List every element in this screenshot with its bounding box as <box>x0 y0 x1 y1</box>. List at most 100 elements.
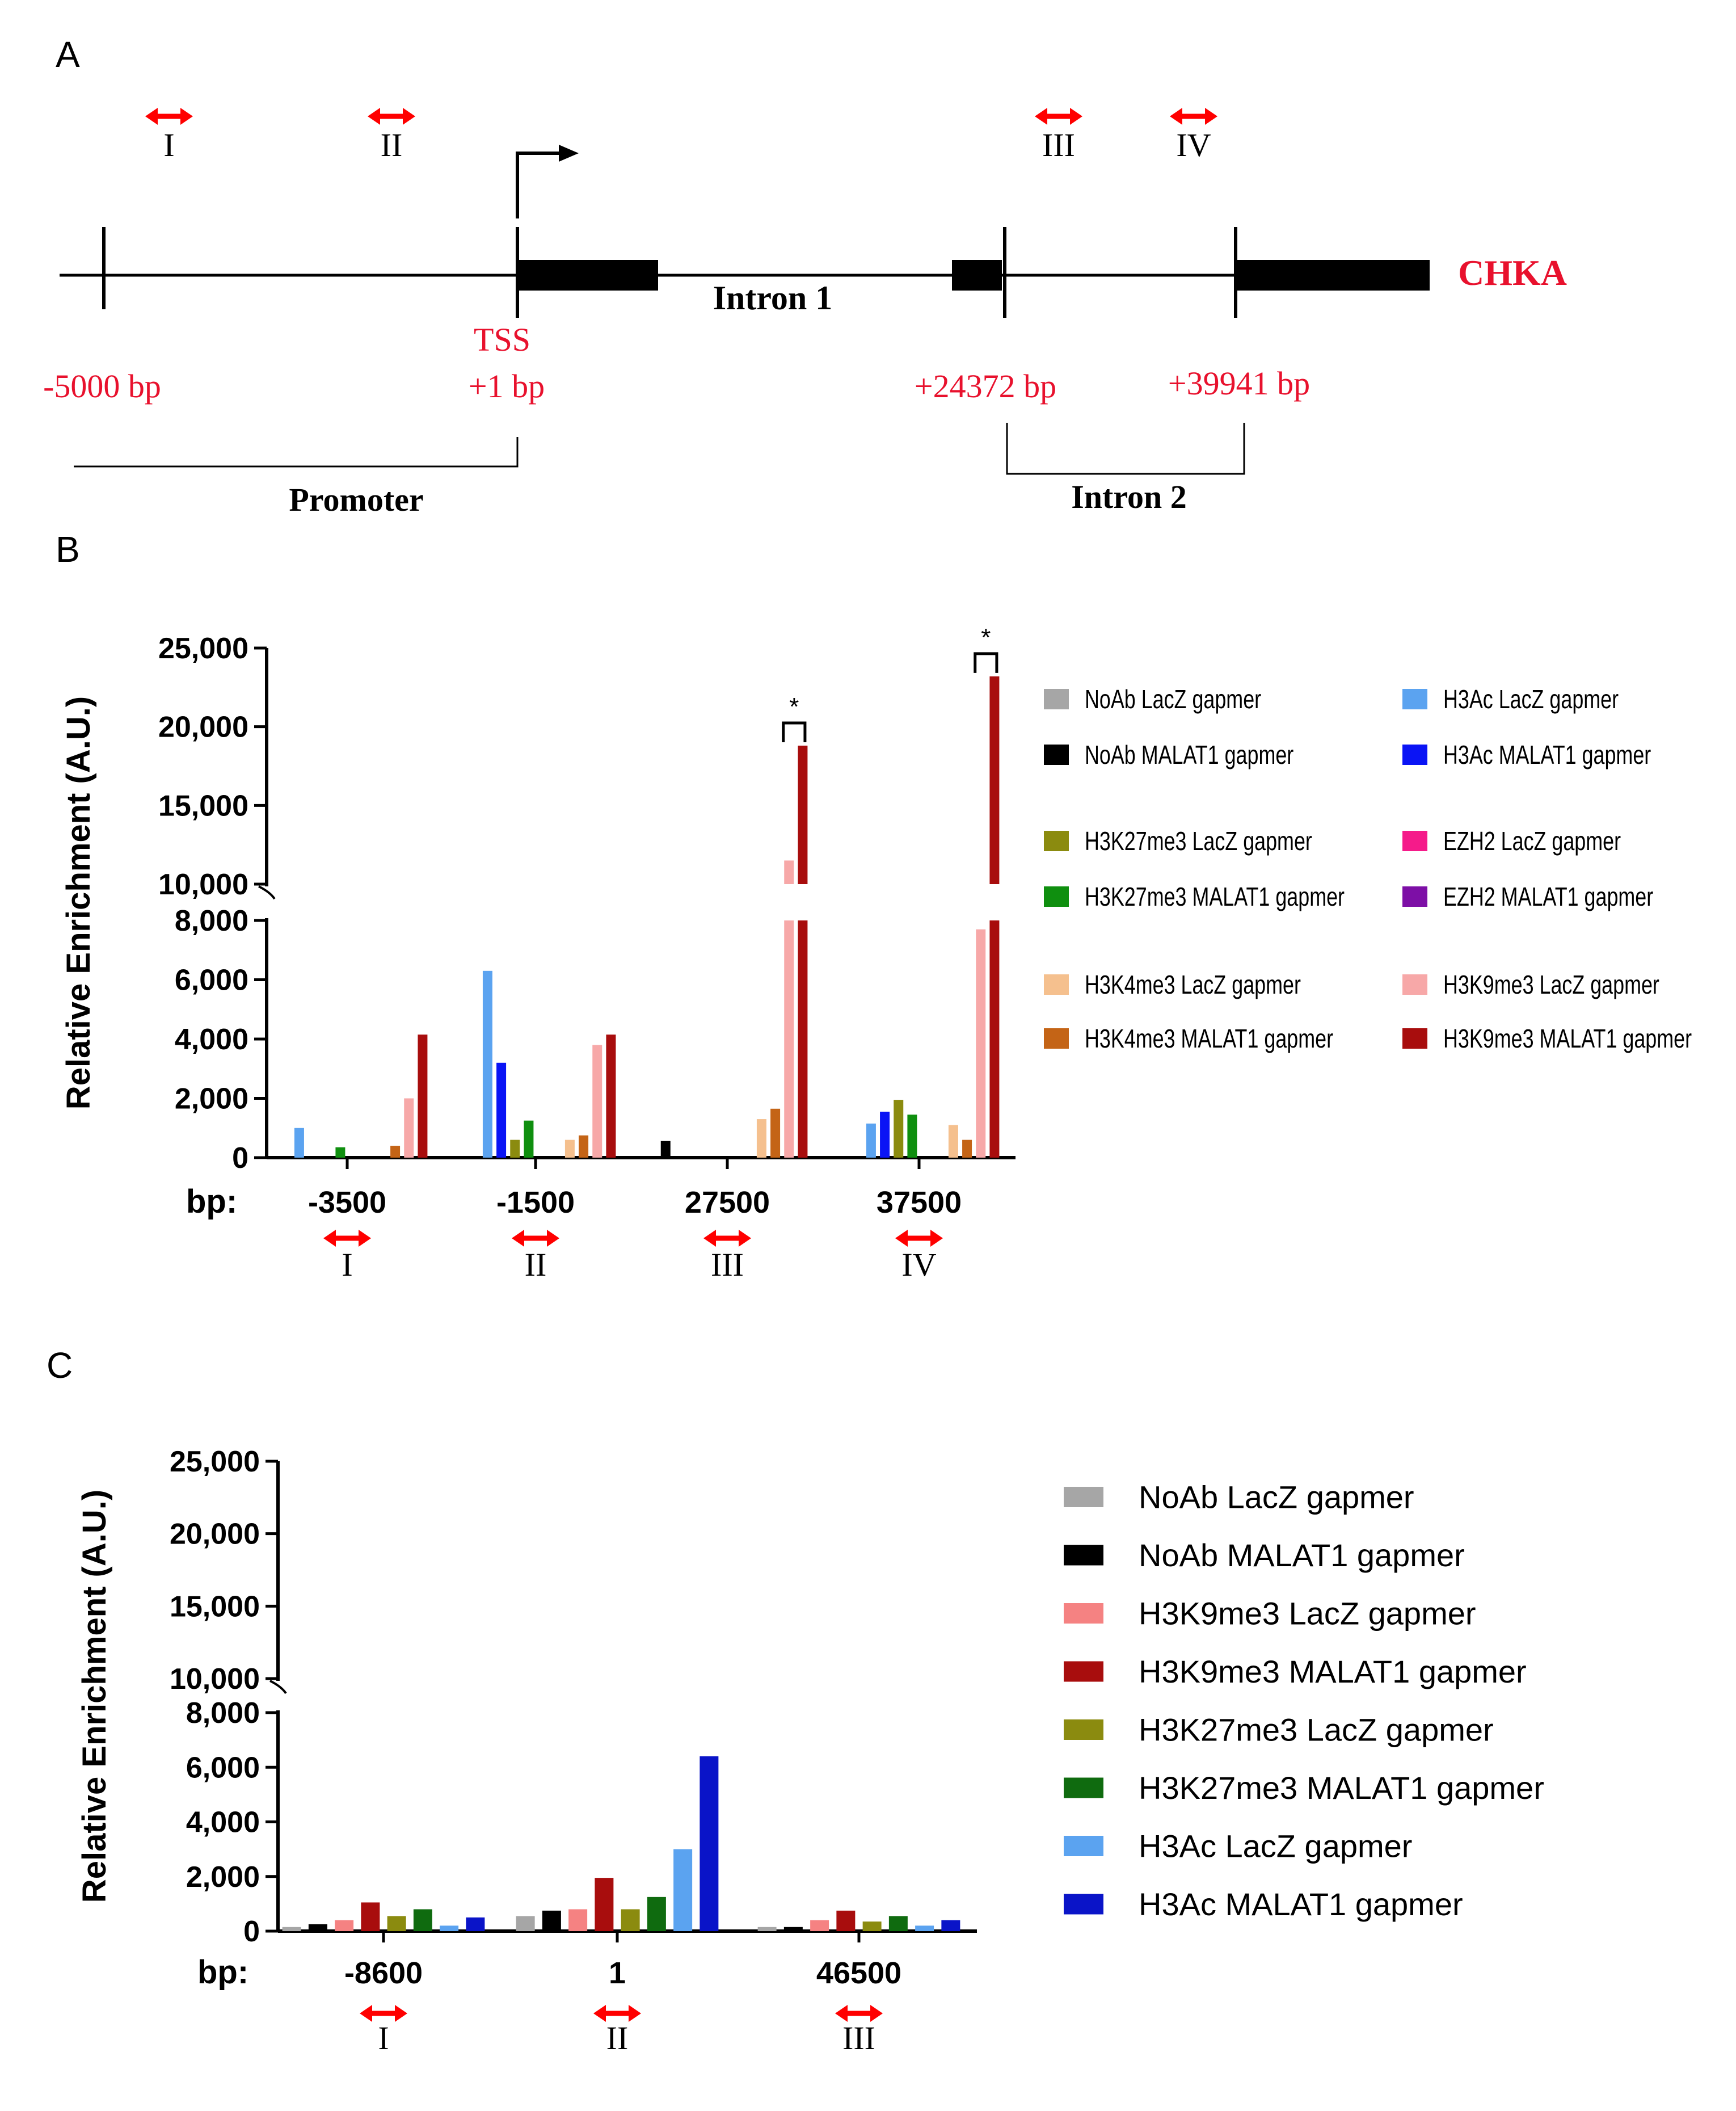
primer-arrow--3500-right-head <box>359 1230 371 1247</box>
bar--3500-5 <box>335 1147 345 1158</box>
x-tick-label: -8600 <box>344 1956 423 1990</box>
legend-swatch <box>1044 745 1069 765</box>
y-tick-label: 10,000 <box>170 1663 260 1696</box>
promoter-bracket <box>74 437 519 468</box>
primer-label-iii: III <box>1042 127 1075 163</box>
primer-label-ii: II <box>381 127 403 163</box>
legend-label: H3K4me3 MALAT1 gapmer <box>1085 1024 1333 1053</box>
legend-swatch <box>1044 1028 1069 1049</box>
significance-label: * <box>789 693 799 721</box>
bar--3500-11 <box>418 1035 428 1158</box>
bar--8600-1 <box>308 1924 327 1931</box>
primer-arrow-a-3-left-head <box>1035 108 1047 125</box>
legend-swatch <box>1044 689 1069 709</box>
x-tick-label: 1 <box>609 1956 626 1990</box>
tss-arrow-icon <box>516 152 562 218</box>
tss-label: TSS <box>474 321 530 358</box>
primer-label: II <box>606 2020 629 2057</box>
primer-arrow-a-1-left-head <box>145 108 158 125</box>
bar-1-5 <box>647 1896 666 1931</box>
bar--3500-9 <box>390 1146 401 1158</box>
legend-label: H3K27me3 MALAT1 gapmer <box>1085 882 1345 911</box>
primer-arrow-1 <box>593 2005 641 2022</box>
axis-break-icon <box>258 885 276 900</box>
y-tick-label: 0 <box>243 1915 260 1948</box>
bar-46500-3 <box>836 1910 856 1931</box>
bar-46500-2 <box>810 1920 829 1931</box>
primer-arrow--8600-right-head <box>395 2005 407 2022</box>
exon-2 <box>952 260 1002 291</box>
bar-27500-9 <box>770 1108 781 1158</box>
primer-arrow-a-1-right-head <box>180 108 193 125</box>
primer-arrow-46500-left-head <box>835 2005 848 2022</box>
bar--3500-2 <box>294 1128 304 1158</box>
bar-46500-7 <box>941 1920 960 1931</box>
bar--1500-10 <box>592 1045 602 1158</box>
intron2-bracket <box>1006 423 1245 475</box>
exon-3 <box>1236 260 1430 291</box>
primer-arrow-46500 <box>835 2005 883 2022</box>
y-tick-label: 0 <box>232 1142 248 1175</box>
bar-46500-0 <box>757 1927 777 1931</box>
primer-label: II <box>525 1246 547 1283</box>
panel-label-a: A <box>56 34 80 75</box>
primer-arrow-37500-left-head <box>895 1230 908 1247</box>
bar-upper-37500-11 <box>989 676 1000 884</box>
legend-label: H3K9me3 LacZ gapmer <box>1443 970 1659 999</box>
gene-map: I II III IV CHKA Intron 1 TSS -5000 bp +… <box>43 108 1567 518</box>
primer-label: III <box>711 1246 744 1283</box>
primer-arrow--1500 <box>512 1230 559 1247</box>
bar-1-4 <box>621 1909 640 1931</box>
legend-label: NoAb MALAT1 gapmer <box>1085 741 1293 769</box>
primer-label: I <box>378 2020 389 2057</box>
bar--8600-2 <box>335 1920 354 1931</box>
bar--1500-3 <box>496 1062 507 1158</box>
bar-37500-2 <box>866 1123 876 1158</box>
legend-label: H3Ac LacZ gapmer <box>1139 1828 1412 1864</box>
gene-name: CHKA <box>1458 253 1567 293</box>
legend-swatch <box>1402 886 1427 907</box>
y-tick-label: 6,000 <box>175 964 248 997</box>
bar--8600-4 <box>387 1916 406 1931</box>
legend-label: H3K27me3 LacZ gapmer <box>1139 1712 1494 1748</box>
y-tick-label: 8,000 <box>175 905 248 937</box>
bar-upper-27500-11 <box>798 745 808 884</box>
legend-swatch <box>1064 1836 1103 1856</box>
primer-arrow-37500-right-head <box>930 1230 943 1247</box>
primer-arrow-27500 <box>703 1230 751 1247</box>
coord-plus-24372: +24372 bp <box>915 368 1056 405</box>
bar--1500-9 <box>579 1135 589 1158</box>
legend-swatch <box>1064 1603 1103 1624</box>
x-tick-label: -1500 <box>496 1185 575 1219</box>
y-axis-label: Relative Enrichment (A.U.) <box>60 696 97 1109</box>
legend-swatch <box>1044 974 1069 995</box>
legend-label: H3K27me3 MALAT1 gapmer <box>1139 1770 1544 1806</box>
legend-swatch <box>1402 831 1427 851</box>
bar--1500-8 <box>564 1139 575 1158</box>
intron2-label: Intron 2 <box>1071 478 1187 515</box>
y-tick-label: 25,000 <box>170 1445 260 1478</box>
primer-arrow-a-1 <box>145 108 193 125</box>
primer-arrow-a-4-left-head <box>1170 108 1182 125</box>
bar--1500-2 <box>482 970 492 1158</box>
bar--8600-0 <box>282 1927 301 1931</box>
coord-minus-5000: -5000 bp <box>43 368 161 405</box>
bar-37500-8 <box>948 1125 958 1158</box>
y-tick-label: 2,000 <box>186 1861 260 1894</box>
significance-bracket <box>974 652 998 673</box>
legend-swatch <box>1402 745 1427 765</box>
primer-arrow-a-2-right-head <box>403 108 415 125</box>
bar--3500-10 <box>404 1098 414 1158</box>
legend-swatch <box>1064 1487 1103 1507</box>
bar-1-7 <box>700 1756 719 1931</box>
bar-46500-1 <box>783 1927 803 1931</box>
bar-37500-4 <box>894 1100 904 1158</box>
bar--1500-5 <box>524 1120 534 1158</box>
y-tick-label: 25,000 <box>158 632 248 665</box>
y-tick-label: 4,000 <box>186 1806 260 1839</box>
significance-label: * <box>981 624 991 651</box>
bar-46500-4 <box>862 1921 882 1931</box>
legend-swatch <box>1064 1719 1103 1740</box>
